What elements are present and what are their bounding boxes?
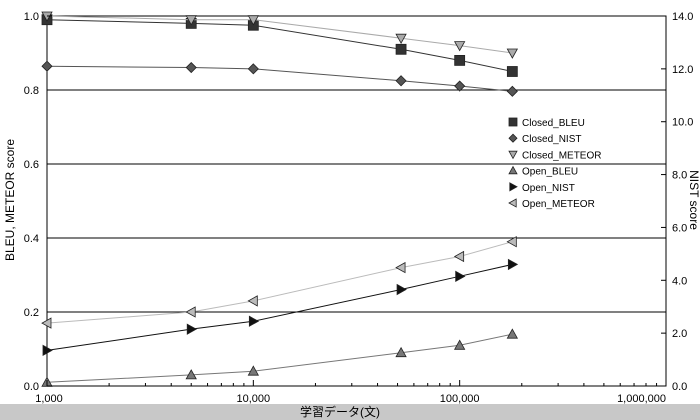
legend-label: Closed_METEOR xyxy=(522,150,601,161)
legend-label: Open_BLEU xyxy=(522,167,578,178)
x-tick-label: 1,000,000 xyxy=(617,393,666,405)
data-point xyxy=(506,85,518,97)
y-axis-title: BLEU, METEOR score xyxy=(3,139,17,261)
series-Open_NIST xyxy=(42,258,519,357)
legend-item-Open_METEOR: Open_METEOR xyxy=(508,198,595,210)
data-point xyxy=(453,339,466,350)
y-tick-label: 0.4 xyxy=(24,233,39,245)
data-point xyxy=(507,258,519,271)
data-point xyxy=(247,365,260,376)
series-Closed_NIST xyxy=(41,60,518,97)
y2-tick-label: 4.0 xyxy=(672,275,687,287)
series-Open_BLEU xyxy=(41,328,519,387)
data-point xyxy=(455,270,466,283)
y2-tick-label: 12.0 xyxy=(672,64,693,76)
data-point xyxy=(185,15,197,26)
data-point xyxy=(185,61,197,74)
data-point xyxy=(248,315,260,327)
data-point xyxy=(395,33,407,45)
data-point xyxy=(395,346,407,358)
data-point xyxy=(453,250,465,263)
legend-marker xyxy=(508,117,518,127)
data-point xyxy=(506,236,517,248)
data-point xyxy=(247,15,260,26)
data-point xyxy=(395,261,406,274)
legend-label: Closed_BLEU xyxy=(522,118,585,129)
legend-item-Closed_BLEU: Closed_BLEU xyxy=(508,117,585,129)
data-point xyxy=(506,48,519,59)
data-point xyxy=(185,306,196,318)
legend-marker xyxy=(508,165,518,175)
y-tick-label: 0.6 xyxy=(24,159,39,171)
series-line xyxy=(46,333,513,383)
y2-tick-label: 2.0 xyxy=(672,328,687,340)
legend-marker xyxy=(508,150,518,160)
data-point xyxy=(186,323,198,335)
series-line xyxy=(46,263,513,351)
legend-item-Closed_NIST: Closed_NIST xyxy=(508,133,581,145)
legend-item-Closed_METEOR: Closed_METEOR xyxy=(508,150,601,161)
data-point xyxy=(506,66,518,77)
series-line xyxy=(46,241,513,324)
y-tick-label: 1.0 xyxy=(24,11,39,23)
series-line xyxy=(46,15,513,54)
data-point xyxy=(42,344,53,357)
x-axis-title: 学習データ(文) xyxy=(300,404,380,419)
y-tick-label: 0.2 xyxy=(24,307,39,319)
y2-axis-title: NIST score xyxy=(687,170,700,230)
x-tick-label: 10,000 xyxy=(237,393,271,405)
y2-tick-label: 14.0 xyxy=(672,11,693,23)
footer-band xyxy=(0,404,700,420)
legend-label: Open_METEOR xyxy=(522,199,595,210)
plot-frame xyxy=(46,15,667,387)
legend-marker xyxy=(508,133,518,143)
legend-label: Closed_NIST xyxy=(522,134,581,145)
legend-label: Open_NIST xyxy=(522,183,575,194)
x-tick-label: 1,000 xyxy=(35,393,63,405)
y-tick-label: 0.0 xyxy=(24,381,39,393)
y-tick-label: 0.8 xyxy=(24,85,39,97)
series-Open_METEOR xyxy=(41,236,517,329)
legend-item-Open_NIST: Open_NIST xyxy=(509,182,575,194)
data-point xyxy=(453,41,466,52)
data-point xyxy=(506,328,519,339)
data-point xyxy=(395,75,407,87)
series-Closed_METEOR xyxy=(41,11,519,59)
data-point xyxy=(185,369,197,380)
legend-marker xyxy=(509,182,518,192)
y2-tick-label: 6.0 xyxy=(672,222,687,234)
y2-tick-label: 0.0 xyxy=(672,381,687,393)
legend-marker xyxy=(508,198,517,208)
x-tick-label: 100,000 xyxy=(440,393,480,405)
series-line xyxy=(46,19,513,72)
data-point xyxy=(41,317,52,329)
data-point xyxy=(396,283,407,296)
y2-tick-label: 8.0 xyxy=(672,170,687,182)
data-point xyxy=(247,295,258,307)
data-point xyxy=(41,60,53,72)
legend-item-Open_BLEU: Open_BLEU xyxy=(508,165,578,178)
data-point xyxy=(454,55,466,66)
y2-tick-label: 10.0 xyxy=(672,117,693,129)
data-point xyxy=(454,80,466,92)
data-point xyxy=(395,43,407,55)
series-line xyxy=(46,65,513,92)
data-point xyxy=(247,63,259,75)
